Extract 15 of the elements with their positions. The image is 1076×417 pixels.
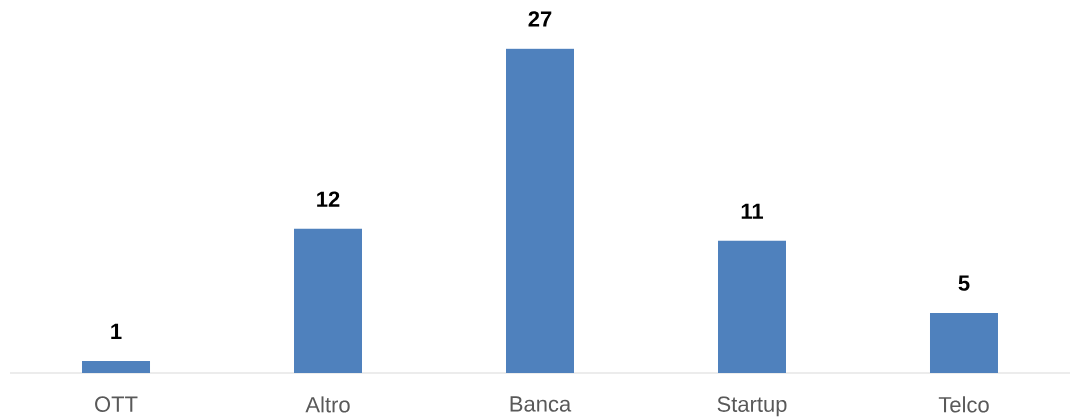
bar (506, 48, 574, 373)
x-tick-label: Telco (938, 396, 989, 413)
x-tick-label: Startup (717, 396, 787, 417)
x-tick-label: Banca (510, 396, 572, 412)
bar (294, 228, 363, 373)
data-label: 5 (958, 275, 970, 291)
data-label: 11 (741, 203, 764, 219)
x-tick-label: OTT (95, 396, 138, 412)
bar (718, 240, 786, 373)
data-label: 27 (528, 11, 552, 27)
bar (929, 312, 998, 373)
data-label: 1 (111, 323, 122, 339)
bar (82, 360, 151, 373)
x-tick-label: Altro (305, 396, 350, 413)
data-label: 12 (317, 191, 340, 207)
